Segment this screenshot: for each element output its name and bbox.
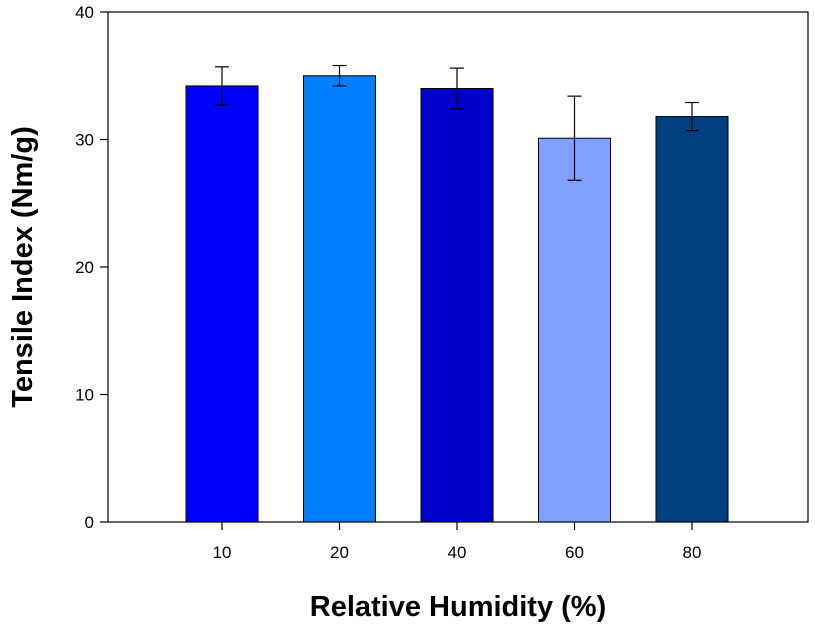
x-tick-label: 60 — [565, 543, 584, 562]
y-axis-ticks: 0 10 20 30 40 — [75, 3, 108, 532]
x-axis-title: Relative Humidity (%) — [310, 591, 607, 623]
error-bars-group — [215, 64, 699, 181]
x-axis-ticks: 10 20 40 60 80 — [213, 522, 702, 562]
y-axis-title: Tensile Index (Nm/g) — [7, 126, 39, 407]
bars-group — [185, 75, 729, 523]
bar-40 — [420, 88, 494, 523]
x-tick-label: 10 — [213, 543, 232, 562]
bar-20 — [303, 75, 376, 523]
y-tick-label: 20 — [75, 258, 94, 277]
bar-60 — [538, 137, 611, 523]
y-tick-label: 30 — [75, 131, 94, 150]
x-tick-label: 40 — [448, 543, 467, 562]
y-tick-label: 40 — [75, 3, 94, 22]
bar-80 — [655, 116, 729, 523]
x-tick-label: 20 — [330, 543, 349, 562]
x-tick-label: 80 — [683, 543, 702, 562]
y-tick-label: 0 — [85, 513, 94, 532]
y-tick-label: 10 — [75, 386, 94, 405]
bar-10 — [185, 85, 259, 523]
